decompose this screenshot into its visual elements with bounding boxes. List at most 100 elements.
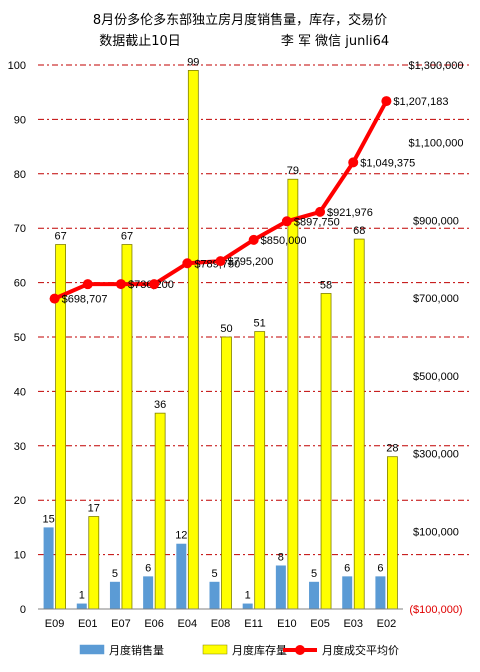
data-label-sales: 5 [211, 568, 217, 580]
bar-sales [43, 527, 54, 609]
data-label-price: $1,049,375 [360, 157, 415, 169]
y-right-tick-label: $1,100,000 [408, 138, 463, 150]
price-point [248, 234, 259, 245]
data-label-stock: 99 [187, 56, 199, 68]
data-label-price: $921,976 [327, 207, 373, 219]
price-point [348, 157, 359, 168]
bar-sales [209, 581, 220, 609]
x-tick-label: E11 [244, 618, 263, 630]
y-left-tick-label: 90 [14, 114, 26, 126]
data-label-sales: 12 [175, 530, 187, 542]
price-point [381, 96, 392, 107]
data-label-price: $795,200 [228, 256, 274, 268]
bar-sales [275, 565, 286, 609]
data-label-stock: 17 [88, 503, 100, 515]
data-label-stock: 79 [287, 165, 299, 177]
legend-stock-label: 月度库存量 [232, 643, 287, 657]
bar-stock [154, 412, 166, 610]
grid-lines [38, 64, 470, 556]
legend-price-swatch-marker [295, 645, 305, 655]
data-label-stock: 67 [121, 231, 133, 243]
y-right-tick-label: $900,000 [413, 215, 459, 227]
legend-sales-label: 月度销售量 [109, 643, 164, 657]
chart-subtitle: 数据截止10日 [99, 34, 181, 49]
x-tick-label: E04 [178, 618, 198, 630]
bar-stock [387, 456, 398, 610]
bar-sales [143, 576, 154, 609]
legend-sales-swatch [79, 644, 105, 655]
price-point [49, 293, 60, 304]
bar-stock [121, 244, 133, 610]
price-point [281, 216, 292, 227]
price-line-series: $698,707$736,200$789,750$795,200$850,000… [49, 96, 448, 306]
y-left-tick-label: 60 [14, 278, 26, 290]
bar-stock [254, 331, 266, 610]
x-tick-label: E07 [111, 618, 131, 630]
bar-stock [353, 238, 365, 610]
price-point [82, 279, 93, 290]
price-point [215, 256, 226, 267]
bar-sales [76, 603, 87, 609]
bar-sales [242, 603, 253, 609]
axes: 0 10 20 30 40 50 60 70 80 90 100 ($100,000) $100,000… [8, 60, 464, 630]
data-label-stock: 51 [254, 318, 266, 330]
data-label-sales: 5 [112, 568, 118, 580]
y-right-tick-label: $100,000 [413, 526, 459, 538]
data-label-stock: 28 [386, 443, 398, 455]
data-label-sales: 6 [344, 562, 350, 574]
x-tick-label: E03 [343, 618, 363, 630]
x-tick-label: E10 [277, 618, 297, 630]
price-point [115, 279, 126, 290]
chart-title: 8月份多伦多东部独立房月度销售量，库存，交易价 [93, 12, 387, 28]
data-label-sales: 1 [79, 590, 85, 602]
data-label-sales: 8 [278, 551, 284, 563]
x-tick-label: E06 [144, 618, 164, 630]
y-left-tick-label: 20 [14, 495, 26, 507]
x-tick-label: E08 [211, 618, 231, 630]
x-tick-label: E02 [377, 618, 397, 630]
y-left-tick-label: 50 [14, 332, 26, 344]
data-label-sales: 6 [377, 562, 383, 574]
data-label-price: $1,207,183 [393, 96, 448, 108]
bar-sales [342, 576, 353, 609]
data-label-stock: 58 [320, 279, 332, 291]
data-label-sales: 15 [42, 513, 54, 525]
data-label-stock: 50 [220, 323, 232, 335]
data-label-sales: 1 [245, 590, 251, 602]
legend-price-label: 月度成交平均价 [322, 643, 399, 657]
x-tick-label: E05 [310, 618, 330, 630]
x-tick-label: E09 [45, 618, 65, 630]
price-point [182, 258, 193, 269]
y-left-tick-label: 80 [14, 169, 26, 181]
legend-stock-swatch [202, 644, 228, 655]
y-left-tick-label: 0 [20, 604, 26, 616]
data-label-sales: 5 [311, 568, 317, 580]
bar-series: 15 67 1 17 5 67 6 36 12 99 5 50 1 51 8 79 5 58 6 68 6 28 [42, 56, 399, 610]
y-left-tick-label: 40 [14, 386, 26, 398]
data-label-stock: 68 [353, 225, 365, 237]
y-left-tick-label: 70 [14, 223, 26, 235]
y-right-tick-label: $700,000 [413, 293, 459, 305]
bar-sales [375, 576, 386, 609]
legend: 月度销售量 月度库存量 月度成交平均价 [79, 643, 399, 657]
data-label-sales: 6 [145, 562, 151, 574]
bar-stock [221, 336, 232, 610]
bar-sales [176, 543, 187, 609]
bar-stock [88, 516, 100, 610]
data-label-stock: 36 [154, 399, 166, 411]
data-label-price: $698,707 [62, 294, 108, 306]
x-tick-label: E01 [78, 618, 98, 630]
y-right-tick-label: ($100,000) [409, 604, 462, 616]
price-point [149, 279, 160, 290]
bar-sales [109, 581, 120, 609]
bar-stock [187, 70, 199, 610]
data-label-stock: 67 [54, 231, 66, 243]
price-point [315, 206, 326, 217]
y-right-tick-label: $1,300,000 [408, 60, 463, 72]
chart-author: 李 军 微信 junli64 [281, 34, 389, 49]
data-label-price: $897,750 [294, 216, 340, 228]
bar-stock [320, 293, 332, 610]
data-label-price: $850,000 [261, 235, 307, 247]
